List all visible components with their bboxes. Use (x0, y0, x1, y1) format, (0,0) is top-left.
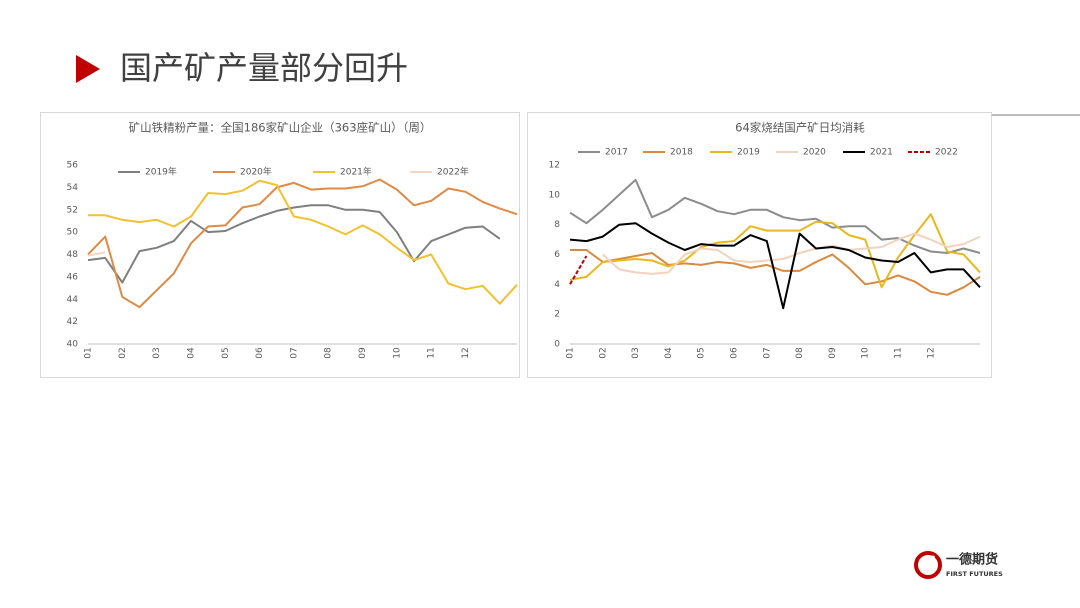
logo-subtitle: FIRST FUTURES (946, 570, 1003, 578)
y-tick-label: 46 (67, 272, 79, 282)
series-line (602, 232, 981, 275)
y-tick-label: 48 (67, 250, 79, 260)
x-tick-label: 06 (730, 347, 740, 359)
y-tick-label: 6 (554, 250, 560, 260)
title-marker (76, 55, 100, 83)
chart-frame (40, 112, 520, 378)
series-line (569, 213, 981, 289)
x-tick-label: 01 (84, 347, 94, 358)
x-tick-label: 05 (697, 347, 707, 358)
x-tick-label: 06 (255, 347, 265, 359)
x-tick-label: 09 (358, 347, 368, 359)
y-tick-label: 12 (549, 161, 560, 171)
legend-label: 2017 (605, 148, 628, 158)
series-line (87, 251, 106, 257)
x-tick-label: 10 (392, 347, 402, 359)
series-line (87, 178, 518, 309)
y-tick-label: 40 (67, 340, 79, 350)
y-tick-label: 2 (554, 310, 560, 320)
series-line (569, 222, 981, 310)
x-tick-label: 04 (664, 347, 674, 359)
series-line (569, 255, 588, 285)
logo: 一德期货 FIRST FUTURES (914, 551, 1003, 579)
legend-label: 2019年 (145, 166, 177, 178)
y-tick-label: 8 (554, 220, 560, 230)
x-tick-label: 03 (152, 347, 162, 358)
y-tick-label: 50 (67, 228, 79, 238)
legend-label: 2021年 (340, 166, 372, 178)
x-tick-label: 03 (631, 347, 641, 358)
series-line (87, 204, 501, 284)
series-line (569, 178, 981, 254)
x-tick-label: 11 (894, 347, 904, 358)
legend-label: 2022年 (437, 166, 469, 178)
x-tick-label: 01 (566, 347, 576, 358)
y-tick-label: 44 (67, 295, 79, 305)
legend-label: 2020 (803, 148, 826, 158)
legend-label: 2020年 (240, 166, 272, 178)
y-tick-label: 4 (554, 280, 560, 290)
y-tick-label: 10 (549, 190, 561, 200)
y-tick-label: 54 (67, 183, 79, 193)
logo-icon (920, 555, 936, 573)
y-tick-label: 0 (554, 340, 560, 350)
legend-label: 2018 (670, 148, 693, 158)
y-tick-label: 56 (67, 161, 79, 171)
chart-title: 矿山铁精粉产量：全国186家矿山企业（363座矿山）（周） (129, 121, 432, 135)
x-tick-label: 12 (926, 347, 936, 358)
x-tick-label: 02 (598, 347, 608, 358)
y-tick-label: 52 (67, 205, 78, 215)
x-tick-label: 10 (861, 347, 871, 359)
x-tick-label: 07 (289, 347, 299, 358)
logo-name: 一德期货 (946, 552, 998, 568)
legend-label: 2019 (737, 148, 760, 158)
series-line (570, 249, 981, 296)
x-tick-label: 05 (221, 347, 231, 358)
x-tick-label: 12 (461, 347, 471, 358)
chart-title: 64家烧结国产矿日均消耗 (735, 121, 865, 135)
legend-label: 2021 (870, 148, 893, 158)
logo-icon (914, 551, 942, 579)
x-tick-label: 11 (427, 347, 437, 358)
x-tick-label: 09 (828, 347, 838, 359)
series-line (88, 179, 518, 305)
x-tick-label: 08 (324, 347, 334, 359)
x-tick-label: 04 (186, 347, 196, 359)
x-tick-label: 02 (118, 347, 128, 358)
x-tick-label: 08 (795, 347, 805, 359)
x-tick-label: 07 (762, 347, 772, 358)
y-tick-label: 42 (67, 317, 78, 327)
slide-title: 国产矿产量部分回升 (120, 49, 408, 87)
legend-label: 2022 (935, 148, 958, 158)
